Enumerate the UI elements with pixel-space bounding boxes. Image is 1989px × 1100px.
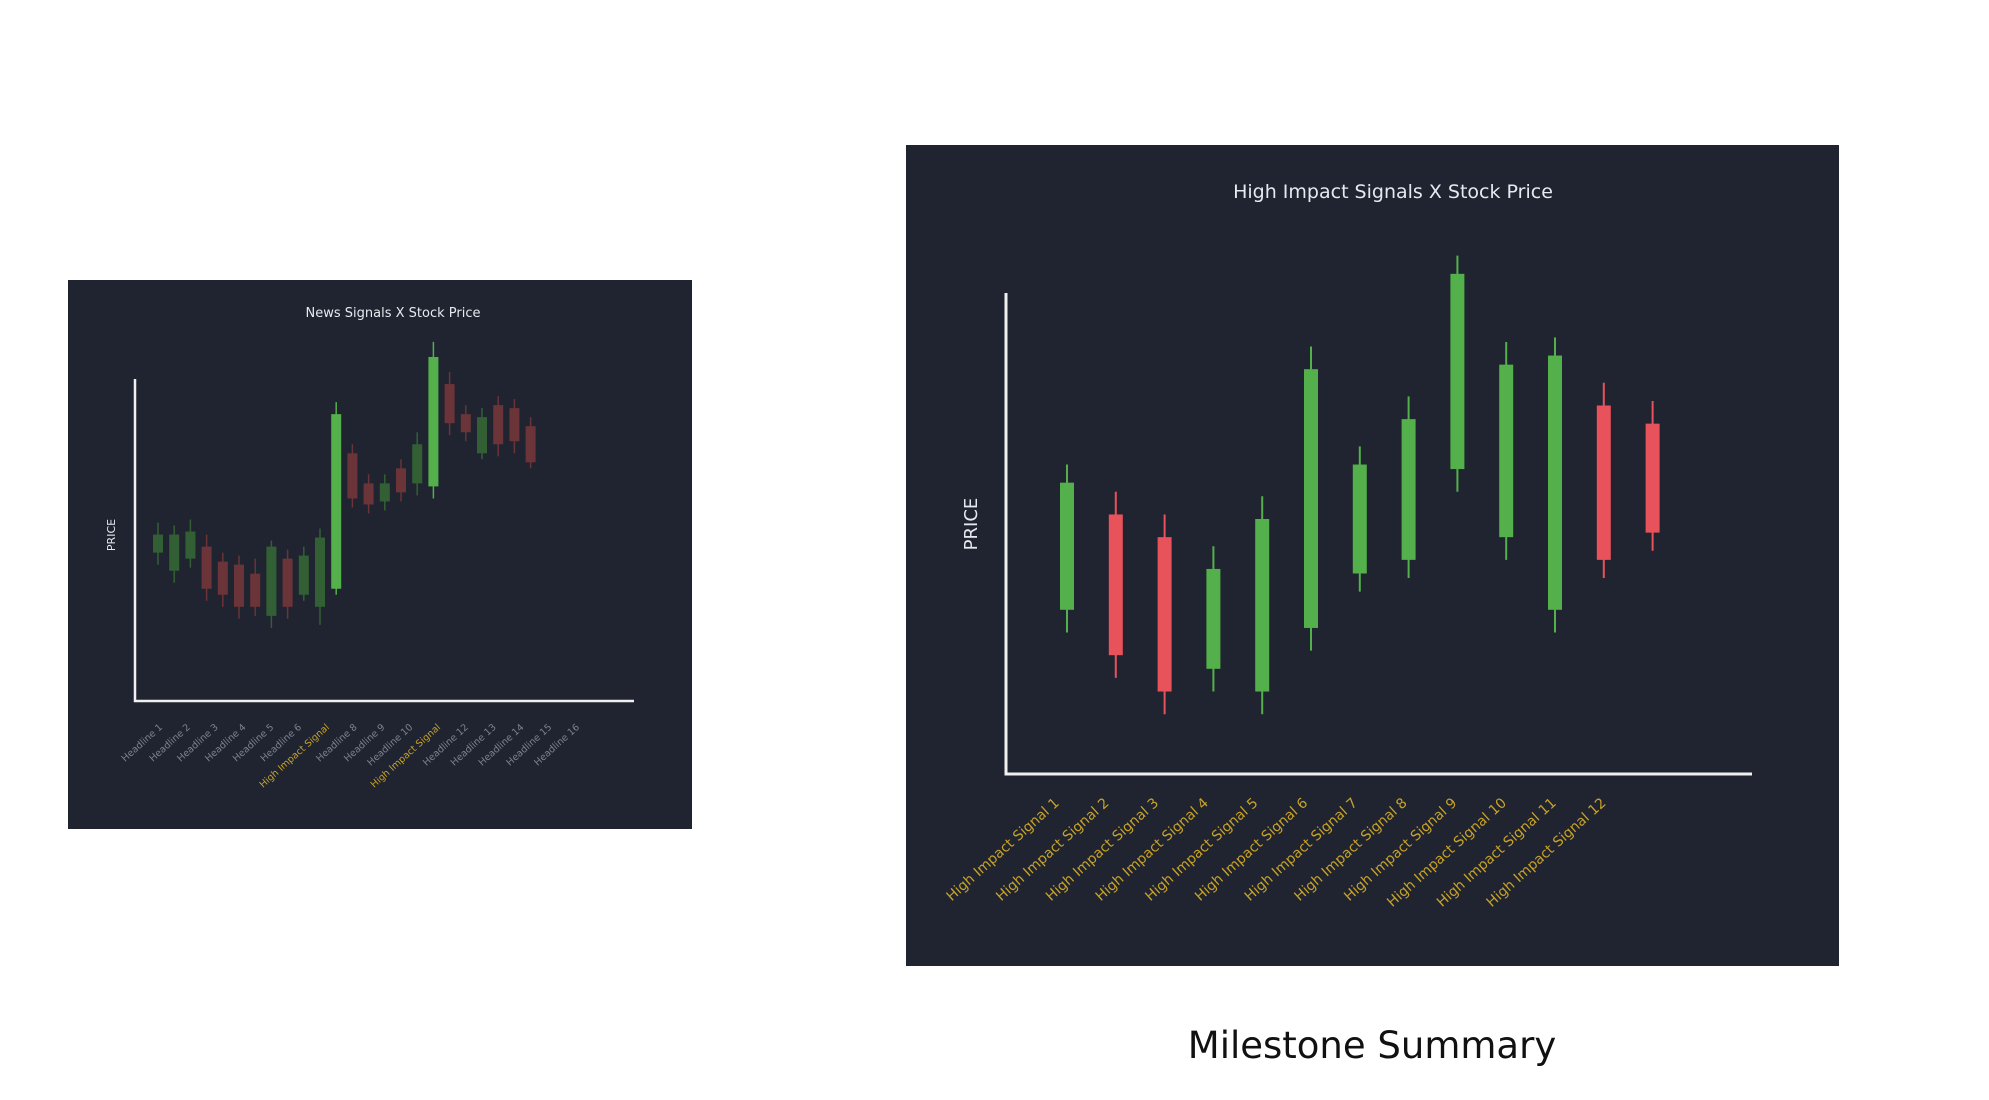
- candle-body-up: [428, 356, 439, 487]
- candle-body-up: [331, 414, 342, 589]
- y-axis-label: PRICE: [961, 498, 982, 551]
- candle-body-down: [282, 558, 293, 607]
- caption: Milestone Summary: [1187, 1024, 1557, 1067]
- candle-body-up: [1499, 364, 1514, 538]
- chart-title: News Signals X Stock Price: [306, 306, 481, 321]
- candle-body-down: [1108, 514, 1123, 656]
- candle-body-up: [169, 534, 180, 571]
- candle-body-down: [444, 384, 455, 424]
- candle-body-up: [1304, 369, 1318, 628]
- candle-body-down: [217, 561, 228, 595]
- candle-body-up: [153, 534, 163, 553]
- candle-body-down: [460, 414, 471, 433]
- chart-title: High Impact Signals X Stock Price: [1233, 181, 1553, 203]
- candles-group: [1060, 255, 1660, 715]
- candle-body-up: [185, 531, 196, 559]
- candle-body-up: [1255, 519, 1270, 692]
- news-signals-chart-panel: News Signals X Stock Price PRICE Headlin…: [68, 280, 692, 829]
- candle-body-up: [477, 417, 487, 454]
- candle-body-up: [1450, 273, 1465, 470]
- candle-body-down: [1157, 537, 1172, 692]
- candle-body-up: [1206, 568, 1221, 669]
- candle-body-up: [1352, 464, 1367, 574]
- candle-body-down: [1645, 423, 1660, 533]
- candle-body-down: [525, 426, 536, 463]
- candle-body-up: [315, 537, 325, 607]
- news-signals-chart: News Signals X Stock Price PRICE Headlin…: [105, 306, 634, 790]
- candles-group: [153, 341, 536, 628]
- candle-body-down: [396, 468, 406, 493]
- candle-body-up: [412, 444, 423, 484]
- candle-body-down: [493, 405, 504, 445]
- candle-body-up: [379, 483, 390, 502]
- candle-body-up: [1548, 355, 1562, 610]
- axes: [133, 379, 634, 703]
- candle-body-down: [250, 573, 261, 607]
- axes: [1004, 293, 1752, 776]
- candle-body-down: [509, 408, 520, 442]
- candle-body-up: [298, 555, 309, 595]
- candle-body-up: [1060, 482, 1074, 610]
- candle-body-down: [234, 564, 244, 607]
- candle-body-down: [1596, 405, 1611, 560]
- candle-body-up: [266, 546, 277, 616]
- candle-body-down: [201, 546, 212, 589]
- candle-body-down: [347, 453, 358, 499]
- candle-body-down: [363, 483, 374, 505]
- candle-body-up: [1401, 419, 1416, 560]
- high-impact-chart-panel: High Impact Signals X Stock Price PRICE …: [906, 145, 1839, 966]
- y-axis-label: PRICE: [105, 519, 118, 551]
- high-impact-chart: High Impact Signals X Stock Price PRICE …: [944, 181, 1752, 911]
